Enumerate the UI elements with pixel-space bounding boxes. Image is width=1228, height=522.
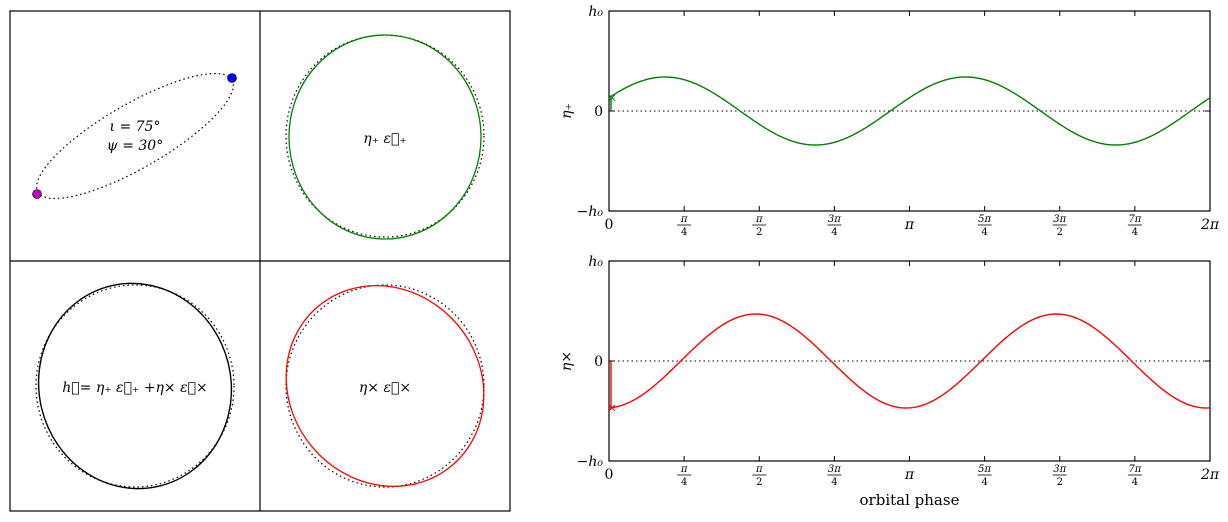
svg-text:4: 4 [681, 227, 687, 238]
x-tick-label: 2π [1200, 467, 1220, 483]
x-tick-label: 3π4 [827, 214, 842, 238]
svg-text:0: 0 [605, 467, 614, 483]
x-tick-label: π4 [677, 464, 692, 488]
svg-text:4: 4 [1132, 477, 1138, 488]
x-tick-label: 0 [605, 467, 614, 483]
x-tick-label: π4 [677, 214, 692, 238]
orbiting-body-blue [227, 73, 237, 83]
svg-text:2π: 2π [1200, 217, 1220, 233]
total-deformed-ring [37, 282, 233, 490]
y-tick-label: −h₀ [577, 204, 604, 220]
svg-text:2: 2 [1057, 477, 1063, 488]
start-marker [608, 404, 616, 412]
svg-text:2: 2 [1057, 227, 1063, 238]
svg-text:4: 4 [1132, 227, 1138, 238]
svg-text:4: 4 [681, 477, 687, 488]
svg-text:5π: 5π [978, 464, 991, 475]
y-axis-label: η₊ [559, 103, 575, 119]
total-label: h⃡= η₊ ε⃡₊ +η× ε⃡× [62, 380, 208, 396]
y-tick-label: h₀ [588, 4, 603, 20]
polarization-angle-label: ψ = 30° [107, 138, 163, 154]
x-tick-label: π2 [752, 214, 767, 238]
inclination-label: ι = 75° [110, 119, 161, 135]
plus-polarization-panel: η₊ ε⃡₊ [285, 34, 485, 240]
plus-label: η₊ ε⃡₊ [363, 131, 407, 147]
x-tick-label: π [904, 217, 915, 233]
y-tick-label: 0 [594, 354, 603, 370]
svg-text:5π: 5π [978, 214, 991, 225]
x-tick-label: 7π4 [1127, 214, 1142, 238]
svg-text:3π: 3π [1053, 464, 1066, 475]
svg-text:π: π [680, 464, 688, 475]
cross-deformed-ring [285, 284, 485, 488]
series-line [608, 313, 1211, 409]
cross-label: η× ε⃡× [359, 380, 411, 396]
y-tick-label: −h₀ [577, 454, 604, 470]
svg-text:3π: 3π [1053, 214, 1066, 225]
series-line [608, 76, 1211, 146]
svg-text:π: π [755, 214, 763, 225]
svg-text:4: 4 [981, 477, 987, 488]
x-tick-label: 3π2 [1052, 464, 1067, 488]
reference-circle [35, 284, 235, 488]
svg-text:2: 2 [756, 227, 762, 238]
x-axis-label: orbital phase [860, 491, 960, 509]
orbit-panel: ι = 75° ψ = 30° [32, 72, 237, 200]
svg-text:π: π [680, 214, 688, 225]
reference-circle [285, 34, 485, 238]
svg-text:4: 4 [831, 477, 837, 488]
x-tick-label: 2π [1200, 217, 1220, 233]
svg-text:7π: 7π [1128, 214, 1141, 225]
svg-text:3π: 3π [828, 464, 841, 475]
svg-text:4: 4 [831, 227, 837, 238]
svg-text:π: π [755, 464, 763, 475]
polarization-panels: ι = 75° ψ = 30° η₊ ε⃡₊ h⃡= η₊ ε⃡₊ +η× ε⃡… [9, 10, 511, 512]
svg-text:7π: 7π [1128, 464, 1141, 475]
y-tick-label: h₀ [588, 254, 603, 270]
cross-polarization-panel: η× ε⃡× [285, 284, 485, 488]
total-polarization-panel: h⃡= η₊ ε⃡₊ +η× ε⃡× [35, 282, 235, 490]
x-tick-label: 7π4 [1127, 464, 1142, 488]
x-tick-label: 5π4 [977, 464, 992, 488]
x-tick-label: 3π2 [1052, 214, 1067, 238]
orbit-ellipse [36, 72, 234, 200]
x-tick-label: π2 [752, 464, 767, 488]
svg-text:0: 0 [605, 217, 614, 233]
svg-text:π: π [904, 467, 915, 483]
x-tick-label: 5π4 [977, 214, 992, 238]
orbiting-body-magenta [32, 189, 42, 199]
svg-text:π: π [904, 217, 915, 233]
svg-text:2π: 2π [1200, 467, 1220, 483]
x-tick-label: 3π4 [827, 464, 842, 488]
y-tick-label: 0 [594, 104, 603, 120]
x-tick-label: π [904, 467, 915, 483]
x-tick-label: 0 [605, 217, 614, 233]
svg-text:2: 2 [756, 477, 762, 488]
svg-text:4: 4 [981, 227, 987, 238]
svg-text:3π: 3π [828, 214, 841, 225]
y-axis-label: η× [559, 351, 575, 371]
start-marker [608, 94, 616, 102]
plus-deformed-ring [288, 34, 482, 240]
